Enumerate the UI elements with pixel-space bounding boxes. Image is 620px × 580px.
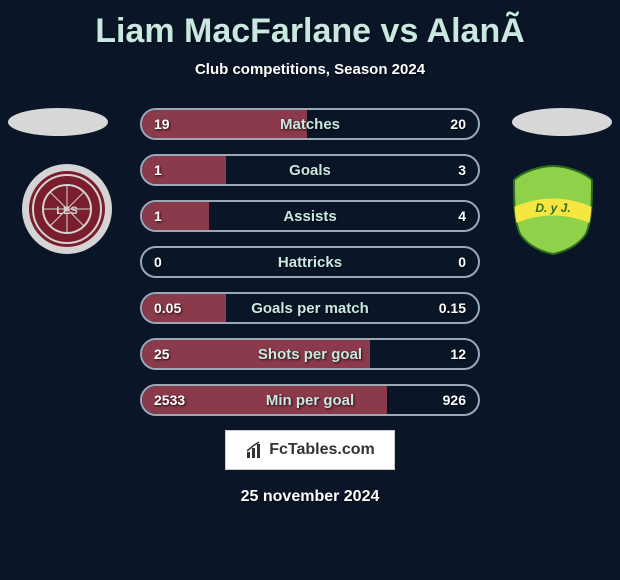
stat-label: Hattricks: [278, 254, 342, 271]
stat-label: Min per goal: [266, 392, 354, 409]
stat-label: Assists: [283, 208, 336, 225]
stat-row: 1 Goals 3: [140, 154, 480, 186]
club-badge-right: D. y J.: [506, 162, 600, 256]
stat-fill-left: [142, 202, 209, 230]
stat-row: 2533 Min per goal 926: [140, 384, 480, 416]
stat-label: Goals: [289, 162, 331, 179]
stat-value-left: 1: [154, 162, 162, 178]
stat-value-right: 0.15: [439, 300, 466, 316]
stats-table: 19 Matches 20 1 Goals 3 1 Assists 4 0 Hattricks 0 0.…: [140, 108, 480, 416]
stat-value-left: 25: [154, 346, 170, 362]
svg-text:D. y J.: D. y J.: [535, 201, 570, 215]
stat-value-left: 2533: [154, 392, 185, 408]
subtitle: Club competitions, Season 2024: [0, 61, 620, 78]
stat-value-right: 20: [450, 116, 466, 132]
stat-label: Shots per goal: [258, 346, 362, 363]
stat-value-right: 3: [458, 162, 466, 178]
stat-row: 19 Matches 20: [140, 108, 480, 140]
stat-value-right: 4: [458, 208, 466, 224]
stat-label: Goals per match: [251, 300, 369, 317]
ellipse-right: [512, 108, 612, 136]
fctables-logo: FcTables.com: [225, 430, 395, 470]
page-title: Liam MacFarlane vs AlanÃ: [0, 0, 620, 51]
ellipse-left: [8, 108, 108, 136]
comparison-area: LES D. y J. 19Matches201G: [0, 108, 620, 416]
stat-value-left: 19: [154, 116, 170, 132]
stat-value-left: 0.05: [154, 300, 181, 316]
logo-label: FcTables.com: [269, 441, 375, 459]
stat-label: Matches: [280, 116, 340, 133]
stat-value-right: 12: [450, 346, 466, 362]
svg-text:LES: LES: [56, 205, 77, 217]
stat-row: 0 Hattricks 0: [140, 246, 480, 278]
stat-row: 25 Shots per goal 12: [140, 338, 480, 370]
stat-row: 1 Assists 4: [140, 200, 480, 232]
stat-value-left: 1: [154, 208, 162, 224]
stat-row: 0.05 Goals per match 0.15: [140, 292, 480, 324]
stat-value-left: 0: [154, 254, 162, 270]
footer-date: 25 november 2024: [0, 488, 620, 506]
stat-value-right: 0: [458, 254, 466, 270]
stat-value-right: 926: [443, 392, 466, 408]
chart-icon: [245, 440, 265, 460]
club-badge-left: LES: [20, 162, 114, 256]
